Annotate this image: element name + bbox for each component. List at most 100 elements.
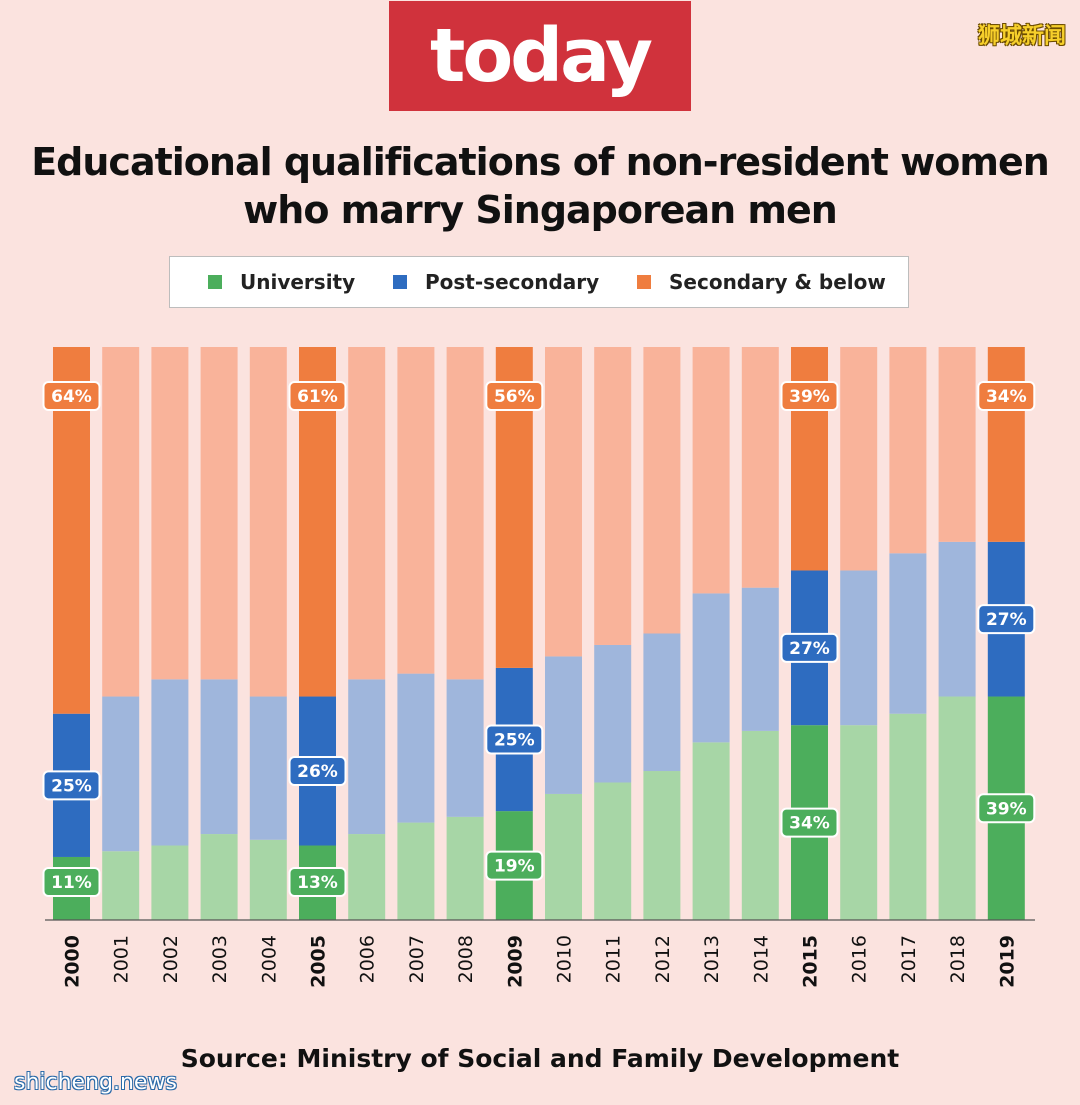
bar-2004-post-secondary (249, 696, 287, 840)
year-tick-2019: 2019 (996, 935, 1018, 988)
data-label-2019-university: 39% (986, 799, 1027, 819)
data-label-2009-secondary-below: 56% (494, 387, 535, 407)
bar-2010-university (545, 793, 582, 920)
bar-2014-post-secondary (741, 587, 779, 731)
data-label-2015-university: 34% (789, 814, 830, 834)
year-tick-2010: 2010 (554, 935, 576, 983)
year-tick-2012: 2012 (652, 935, 674, 983)
bar-2017-university (889, 713, 927, 920)
bar-2016-post-secondary (840, 570, 878, 726)
data-label-bg-2015-secondary-below (780, 381, 839, 411)
year-tick-2015: 2015 (800, 935, 822, 988)
year-tick-2001: 2001 (111, 935, 133, 983)
data-label-bg-2005-secondary-below (288, 381, 347, 411)
bar-2012-post-secondary (643, 633, 681, 772)
bar-2010-post-secondary (545, 656, 582, 794)
year-tick-2014: 2014 (750, 935, 772, 983)
source-note: Source: Ministry of Social and Family De… (180, 1044, 900, 1073)
data-label-2000-university: 11% (51, 873, 92, 893)
bar-2003-university (200, 834, 238, 920)
year-tick-2018: 2018 (947, 935, 969, 983)
data-label-2015-secondary-below: 39% (789, 387, 830, 407)
data-label-bg-2019-secondary-below (977, 381, 1036, 411)
bar-2015-secondary-below (791, 347, 828, 571)
legend-swatch-post-secondary (393, 275, 407, 289)
data-label-bg-2000-university (42, 867, 101, 897)
bar-2008-secondary-below (446, 347, 484, 680)
year-tick-2016: 2016 (849, 935, 871, 983)
data-label-bg-2019-post-secondary (977, 604, 1036, 635)
data-label-2019-post-secondary: 27% (986, 610, 1027, 630)
watermark-top-right: 狮城新闻 (977, 24, 1066, 49)
bar-2019-secondary-below (987, 347, 1025, 542)
bar-2011-university (594, 782, 632, 920)
year-tick-2007: 2007 (406, 935, 428, 983)
data-label-2009-post-secondary: 25% (494, 731, 535, 751)
data-label-2009-university: 19% (494, 857, 535, 877)
bar-2010-secondary-below (545, 347, 582, 657)
legend-label-post-secondary: Post-secondary (425, 270, 600, 294)
data-label-2005-university: 13% (297, 873, 338, 893)
bar-2001-post-secondary (102, 696, 140, 852)
bar-2012-university (643, 771, 681, 920)
bar-2008-post-secondary (446, 679, 484, 817)
bar-2018-secondary-below (938, 347, 976, 542)
bar-2016-secondary-below (840, 347, 878, 571)
data-label-2005-secondary-below: 61% (297, 387, 338, 407)
chart-title: Educational qualifications of non-reside… (31, 140, 1050, 232)
bar-2016-university (840, 725, 878, 920)
data-label-2000-post-secondary: 25% (51, 776, 92, 796)
year-tick-2005: 2005 (308, 935, 330, 988)
bar-2017-secondary-below (889, 347, 927, 554)
year-tick-2002: 2002 (160, 935, 182, 983)
data-label-bg-2009-post-secondary (485, 724, 544, 755)
data-label-2005-post-secondary: 26% (297, 762, 338, 782)
data-label-bg-2000-post-secondary (42, 770, 101, 801)
bar-2003-secondary-below (200, 347, 238, 680)
chart-legend: University Post-secondary Secondary & be… (169, 256, 909, 308)
logo-text: today (429, 13, 653, 99)
data-label-bg-2015-university (780, 807, 839, 838)
data-label-2015-post-secondary: 27% (789, 639, 830, 659)
bar-2001-university (102, 851, 140, 920)
year-tick-2004: 2004 (258, 935, 280, 983)
year-tick-2003: 2003 (209, 935, 231, 983)
data-label-2019-secondary-below: 34% (986, 387, 1027, 407)
data-label-bg-2005-university (288, 867, 347, 897)
legend-swatch-secondary-below (637, 275, 651, 289)
bar-2011-secondary-below (594, 347, 632, 645)
bar-2013-university (692, 742, 730, 920)
data-label-bg-2009-secondary-below (485, 381, 544, 411)
bar-2004-university (249, 839, 287, 920)
year-tick-2006: 2006 (357, 935, 379, 983)
bar-2002-university (151, 845, 189, 920)
bar-2014-university (741, 730, 779, 920)
year-tick-2009: 2009 (504, 935, 526, 988)
bar-2013-secondary-below (692, 347, 730, 594)
year-tick-2013: 2013 (701, 935, 723, 983)
bar-2018-university (938, 696, 976, 920)
today-logo: today (389, 1, 691, 111)
bar-2014-secondary-below (741, 347, 779, 588)
year-tick-2000: 2000 (62, 935, 84, 988)
legend-item-university: University (208, 270, 355, 294)
legend-item-post-secondary: Post-secondary (393, 270, 599, 294)
data-label-bg-2009-university (485, 850, 544, 881)
bar-2007-post-secondary (397, 673, 435, 823)
bar-2012-secondary-below (643, 347, 681, 634)
bar-2017-post-secondary (889, 553, 927, 714)
bar-2006-secondary-below (348, 347, 386, 680)
bar-2007-university (397, 822, 435, 920)
bar-2006-post-secondary (348, 679, 386, 835)
data-label-bg-2015-post-secondary (780, 632, 839, 663)
bar-2018-post-secondary (938, 541, 976, 697)
bar-2006-university (348, 834, 386, 920)
data-label-bg-2005-post-secondary (288, 756, 347, 787)
data-label-bg-2019-university (977, 793, 1036, 824)
bar-2008-university (446, 816, 484, 920)
legend-label-university: University (240, 270, 356, 294)
data-label-bg-2000-secondary-below (42, 381, 101, 411)
bar-2002-post-secondary (151, 679, 189, 846)
legend-label-secondary-below: Secondary & below (669, 270, 886, 294)
legend-item-secondary-below: Secondary & below (637, 270, 886, 294)
